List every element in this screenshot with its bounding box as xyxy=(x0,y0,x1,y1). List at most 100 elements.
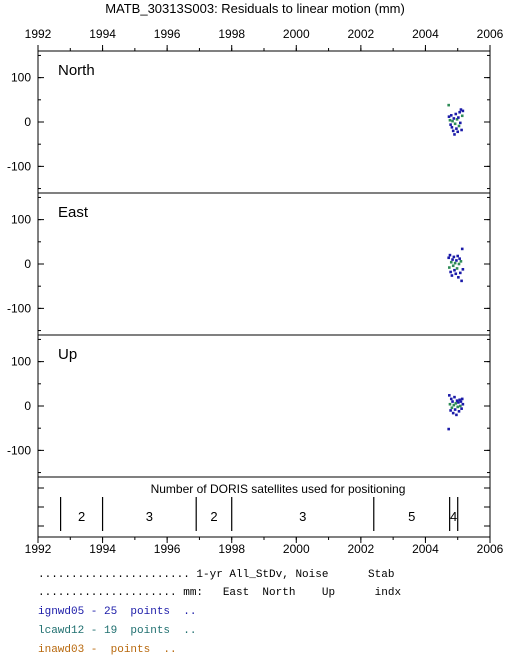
x-tick-label-bottom: 1996 xyxy=(154,542,181,556)
data-point-ignwd05 xyxy=(448,253,452,257)
data-point-lcawd12 xyxy=(455,267,459,270)
y-tick-label: -100 xyxy=(7,301,31,315)
data-point-lcawd12 xyxy=(448,118,452,122)
data-point-lcawd12 xyxy=(451,264,455,268)
data-point-ignwd05 xyxy=(453,268,456,272)
data-point-ignwd05 xyxy=(454,272,458,276)
data-point-ignwd05 xyxy=(460,128,463,132)
data-point-ignwd05 xyxy=(453,408,457,411)
data-point-lcawd12 xyxy=(454,402,458,405)
data-point-ignwd05 xyxy=(451,400,454,403)
data-point-lcawd12 xyxy=(456,405,460,409)
data-point-ignwd05 xyxy=(447,427,450,431)
data-point-ignwd05 xyxy=(455,127,458,130)
data-point-ignwd05 xyxy=(449,114,453,117)
data-point-ignwd05 xyxy=(449,397,453,401)
doris-label: Number of DORIS satellites used for posi… xyxy=(151,482,406,496)
data-point-ignwd05 xyxy=(455,259,458,262)
data-point-ignwd05 xyxy=(461,402,465,406)
data-point-ignwd05 xyxy=(449,409,452,412)
data-point-ignwd05 xyxy=(457,276,460,279)
x-tick-label-top: 1996 xyxy=(154,27,181,41)
data-point-ignwd05 xyxy=(452,255,456,259)
data-point-ignwd05 xyxy=(451,129,455,133)
x-tick-label-bottom: 2004 xyxy=(412,542,439,556)
panel-name-north: North xyxy=(58,62,95,79)
x-tick-label-bottom: 2002 xyxy=(348,542,375,556)
x-tick-label-top: 2000 xyxy=(283,27,310,41)
data-point-ignwd05 xyxy=(451,411,455,415)
doris-count-label: 3 xyxy=(146,509,153,524)
y-tick-label: 0 xyxy=(24,399,31,413)
data-point-lcawd12 xyxy=(458,404,462,408)
x-tick-label-bottom: 2006 xyxy=(477,542,504,556)
data-point-lcawd12 xyxy=(448,266,451,269)
data-point-lcawd12 xyxy=(453,122,457,126)
data-point-ignwd05 xyxy=(452,117,456,120)
data-point-ignwd05 xyxy=(449,270,452,274)
doris-count-label: 5 xyxy=(408,509,415,524)
data-point-ignwd05 xyxy=(461,109,465,113)
y-tick-label: 100 xyxy=(11,355,31,369)
chart-title: MATB_30313S003: Residuals to linear moti… xyxy=(105,1,405,16)
x-tick-label-top: 2006 xyxy=(477,27,504,41)
data-point-ignwd05 xyxy=(447,256,450,260)
data-point-lcawd12 xyxy=(453,261,457,265)
data-point-ignwd05 xyxy=(460,407,463,410)
x-tick-label-top: 2002 xyxy=(348,27,375,41)
data-point-lcawd12 xyxy=(449,260,453,264)
data-point-ignwd05 xyxy=(458,121,462,125)
data-point-lcawd12 xyxy=(451,119,454,123)
data-point-ignwd05 xyxy=(459,108,463,111)
data-point-lcawd12 xyxy=(457,262,461,266)
doris-count-label: 2 xyxy=(78,509,85,524)
data-point-ignwd05 xyxy=(453,133,456,136)
plot-frame xyxy=(37,50,491,538)
data-point-ignwd05 xyxy=(460,279,463,283)
data-point-ignwd05 xyxy=(455,399,459,402)
data-point-ignwd05 xyxy=(460,247,464,251)
legend-row-lcawd12: lcawd12 - 19 points .. xyxy=(38,625,197,637)
data-point-ignwd05 xyxy=(453,395,456,399)
x-tick-label-bottom: 2000 xyxy=(283,542,310,556)
doris-count-label: 3 xyxy=(299,509,306,524)
x-tick-label-top: 1994 xyxy=(89,27,116,41)
data-point-lcawd12 xyxy=(457,124,461,128)
data-point-lcawd12 xyxy=(447,103,450,107)
data-point-lcawd12 xyxy=(460,114,464,118)
data-point-lcawd12 xyxy=(452,403,456,407)
data-point-lcawd12 xyxy=(450,406,454,410)
data-point-ignwd05 xyxy=(457,410,461,413)
x-tick-label-top: 2004 xyxy=(412,27,439,41)
data-point-ignwd05 xyxy=(447,115,451,118)
data-point-ignwd05 xyxy=(461,268,465,271)
data-point-ignwd05 xyxy=(450,274,454,277)
data-point-ignwd05 xyxy=(448,394,451,397)
data-point-lcawd12 xyxy=(459,260,463,263)
y-tick-label: 0 xyxy=(24,257,31,271)
legend-row-ignwd05: ignwd05 - 25 points .. xyxy=(38,606,197,618)
data-point-ignwd05 xyxy=(458,271,462,275)
y-tick-label: 100 xyxy=(11,213,31,227)
doris-count-label: 2 xyxy=(210,509,217,524)
data-point-ignwd05 xyxy=(456,254,460,258)
data-point-ignwd05 xyxy=(456,130,460,134)
data-point-ignwd05 xyxy=(450,126,454,129)
data-point-ignwd05 xyxy=(458,398,461,402)
panel-name-east: East xyxy=(58,204,89,221)
panel-name-up: Up xyxy=(58,346,77,363)
x-tick-label-bottom: 1998 xyxy=(218,542,245,556)
x-tick-label-bottom: 1992 xyxy=(25,542,52,556)
legend-header-stats: ....................... 1-yr All_StDv, N… xyxy=(38,569,395,581)
data-point-ignwd05 xyxy=(460,397,464,401)
doris-count-label: 4 xyxy=(450,509,457,524)
data-point-ignwd05 xyxy=(449,123,452,126)
x-tick-label-top: 1992 xyxy=(25,27,52,41)
legend-row-inawd03: inawd03 - points .. xyxy=(38,644,177,656)
data-point-ignwd05 xyxy=(457,116,460,119)
data-point-ignwd05 xyxy=(459,400,463,403)
data-point-ignwd05 xyxy=(457,401,460,404)
y-tick-label: -100 xyxy=(7,443,31,457)
data-point-ignwd05 xyxy=(458,257,461,260)
